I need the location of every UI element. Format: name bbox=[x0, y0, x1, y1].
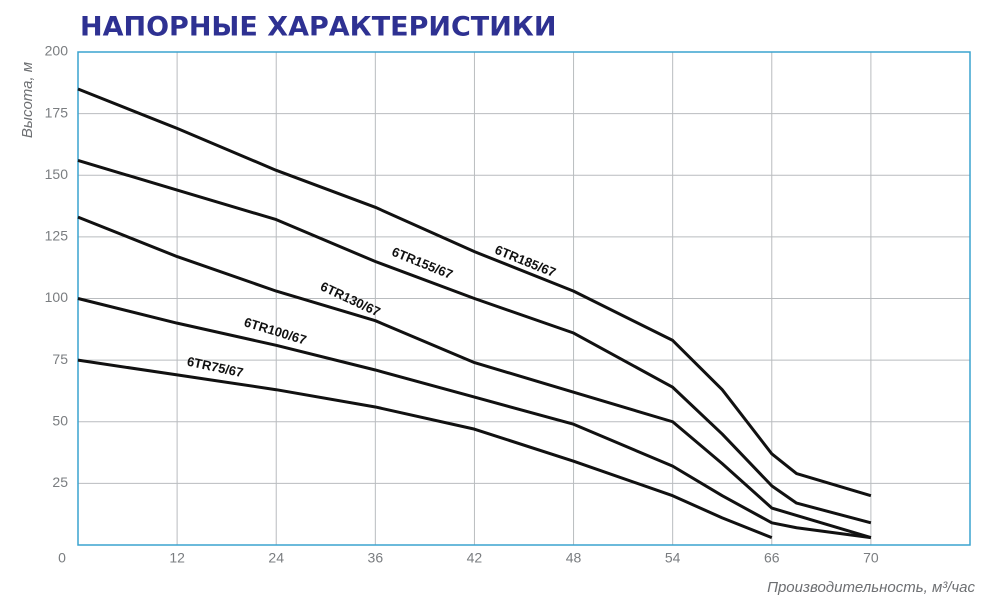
x-tick-label: 66 bbox=[764, 550, 780, 566]
x-tick-label: 70 bbox=[863, 550, 879, 566]
x-tick-label: 0 bbox=[58, 550, 66, 566]
y-tick-label: 25 bbox=[52, 474, 68, 490]
x-tick-label: 54 bbox=[665, 550, 681, 566]
x-tick-label: 42 bbox=[467, 550, 483, 566]
curve bbox=[77, 297, 872, 540]
x-tick-label: 36 bbox=[368, 550, 384, 566]
curve-label: 6TR155/67 bbox=[390, 244, 455, 282]
x-tick-label: 12 bbox=[169, 550, 185, 566]
x-axis-title: Производительность, м³/час bbox=[767, 579, 975, 596]
curve bbox=[77, 159, 872, 525]
y-tick-label: 100 bbox=[45, 289, 69, 305]
curve bbox=[77, 358, 773, 539]
x-tick-label: 48 bbox=[566, 550, 582, 566]
curve-label: 6TR185/67 bbox=[493, 242, 558, 280]
x-tick-label: 24 bbox=[268, 550, 284, 566]
y-tick-label: 200 bbox=[45, 43, 69, 59]
y-tick-label: 150 bbox=[45, 166, 69, 182]
curve bbox=[77, 87, 872, 498]
curve-label: 6TR100/67 bbox=[242, 314, 308, 347]
y-tick-label: 50 bbox=[52, 412, 68, 428]
y-tick-label: 175 bbox=[45, 104, 69, 120]
y-axis-title: Высота, м bbox=[19, 62, 36, 138]
chart-title: НАПОРНЫЕ ХАРАКТЕРИСТИКИ bbox=[80, 12, 556, 43]
curve bbox=[77, 215, 872, 540]
y-tick-label: 125 bbox=[45, 228, 69, 244]
y-tick-label: 75 bbox=[52, 351, 68, 367]
